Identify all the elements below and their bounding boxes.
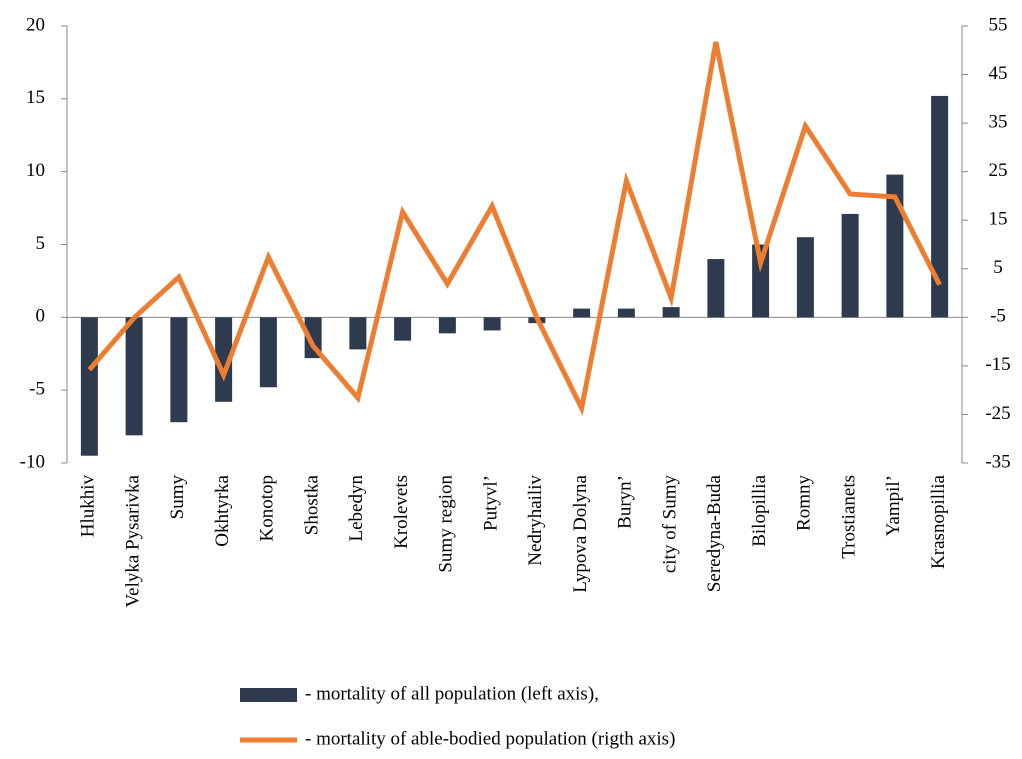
- legend-swatch: [240, 688, 297, 702]
- bar: [438, 317, 456, 334]
- legend-label: - mortality of able-bodied population (r…: [305, 728, 675, 749]
- bar: [617, 308, 635, 318]
- y-tick-label: -10: [20, 451, 45, 472]
- y2-tick-label: 55: [989, 14, 1008, 35]
- x-tick-label: Velyka Pysarivka: [122, 474, 143, 607]
- y2-tick-label: 15: [989, 209, 1008, 230]
- bar: [707, 259, 725, 318]
- x-tick-label: city of Sumy: [659, 475, 680, 574]
- x-tick-label: Putyvl’: [480, 475, 501, 531]
- bar: [752, 244, 770, 318]
- y2-tick-label: -35: [985, 451, 1010, 472]
- x-tick-label: Okhtyrka: [212, 474, 233, 546]
- y-tick-label: 0: [36, 306, 46, 327]
- bar: [662, 307, 680, 318]
- y-tick-label: 5: [36, 233, 46, 254]
- y2-tick-label: 25: [989, 160, 1008, 181]
- x-tick-label: Seredyna-Buda: [704, 474, 725, 592]
- y-tick-label: -5: [29, 379, 45, 400]
- bar: [125, 317, 143, 436]
- x-tick-label: Romny: [794, 475, 815, 531]
- bar: [796, 237, 814, 318]
- y2-tick-label: -25: [985, 403, 1010, 424]
- bar: [215, 317, 233, 402]
- bar: [483, 317, 501, 331]
- y2-tick-label: -5: [990, 306, 1006, 327]
- x-tick-label: Krolevets: [391, 475, 412, 549]
- bar: [573, 308, 591, 318]
- bar: [349, 317, 367, 350]
- bar: [931, 95, 949, 318]
- y2-tick-label: 45: [989, 63, 1008, 84]
- x-tick-label: Shostka: [301, 474, 322, 535]
- x-tick-label: Lypova Dolyna: [570, 474, 591, 592]
- x-tick-label: Sumy region: [436, 475, 457, 573]
- y2-tick-label: 35: [989, 111, 1008, 132]
- x-tick-label: Lebedyn: [346, 475, 367, 542]
- bar: [841, 213, 859, 318]
- y-tick-label: 15: [26, 87, 45, 108]
- legend-label: - mortality of all population (left axis…: [305, 683, 599, 704]
- y2-tick-label: 5: [993, 257, 1003, 278]
- y-tick-label: 10: [26, 160, 45, 181]
- bar: [259, 317, 277, 388]
- x-tick-label: Nedryhailiv: [525, 475, 546, 566]
- x-tick-label: Buryn’: [615, 475, 636, 529]
- x-tick-label: Hlukhiv: [78, 475, 99, 538]
- x-tick-label: Yampil’: [883, 475, 904, 536]
- x-tick-label: Bilopillia: [749, 474, 770, 546]
- y-tick-label: 20: [26, 14, 45, 35]
- bar: [394, 317, 412, 341]
- bar: [170, 317, 188, 423]
- x-tick-label: Sumy: [167, 475, 188, 520]
- x-tick-label: Krasnopillia: [928, 474, 949, 568]
- line: [87, 41, 942, 416]
- bar: [80, 317, 98, 456]
- y2-tick-label: -15: [985, 354, 1010, 375]
- x-tick-label: Konotop: [257, 475, 278, 542]
- x-tick-label: Trostianets: [838, 475, 859, 559]
